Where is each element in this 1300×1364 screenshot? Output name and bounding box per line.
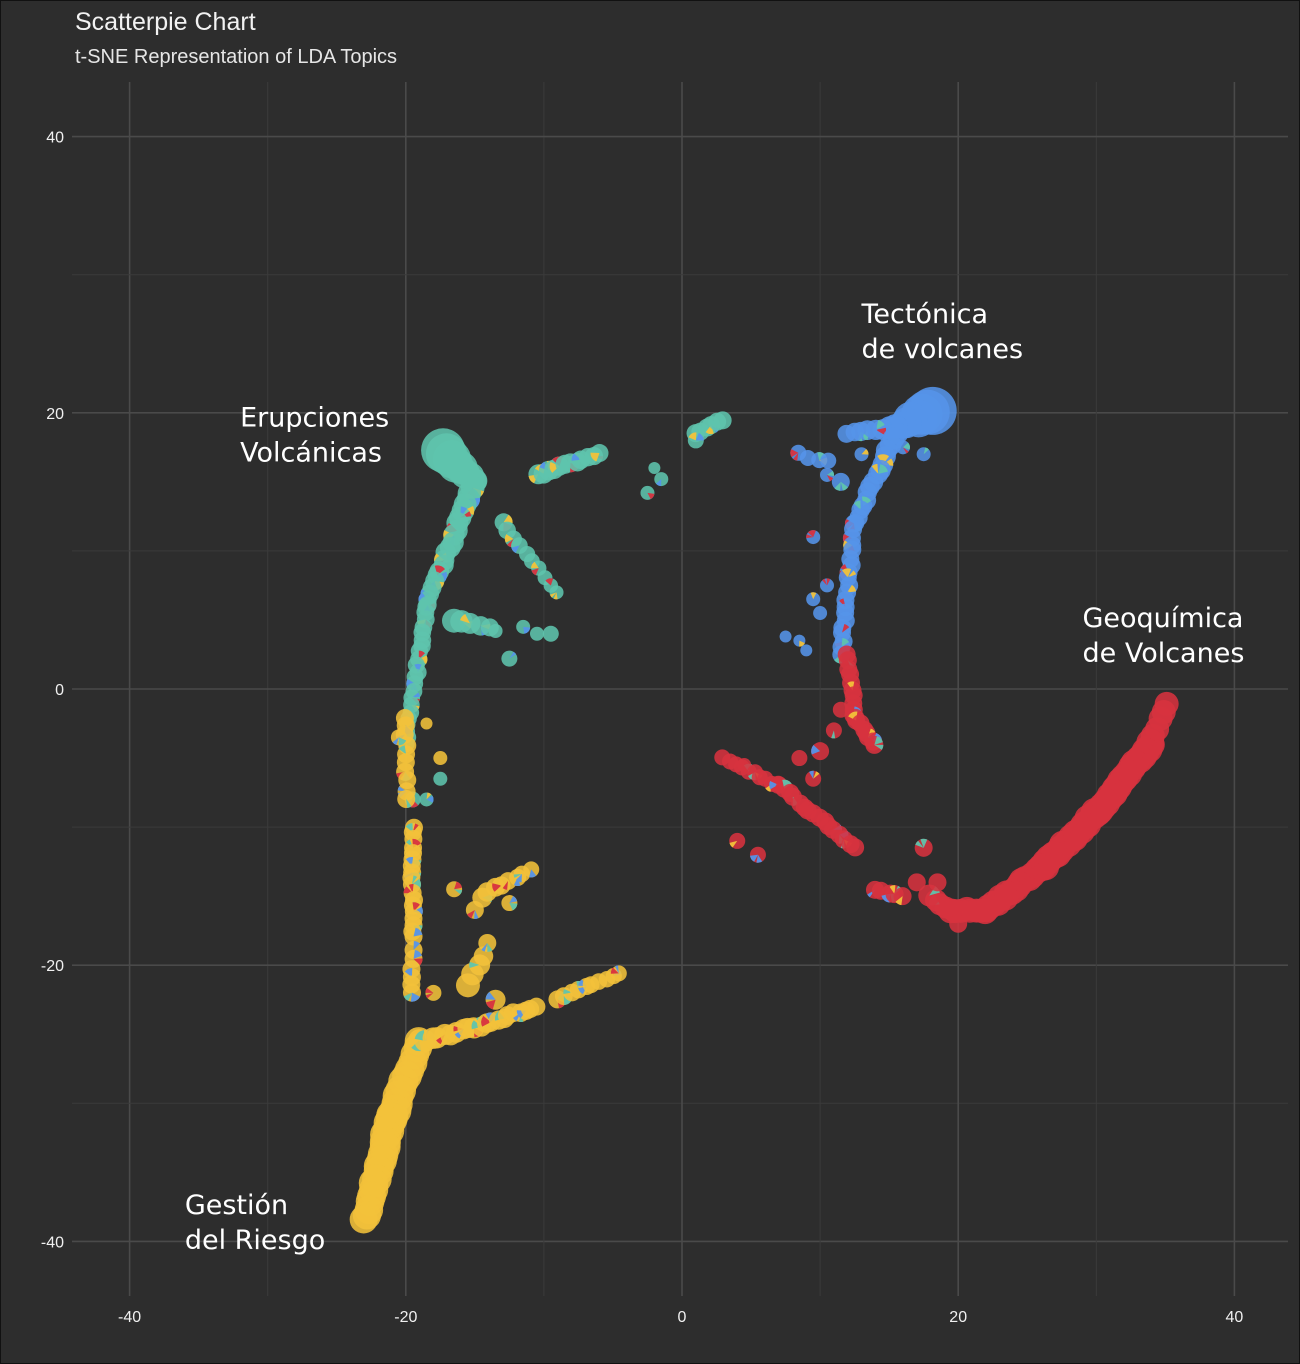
scatterpie-point [914,838,933,857]
grid-lines [72,82,1288,1296]
scatterpie-point [831,472,850,491]
scatterpie-point [465,900,484,919]
scatterpie-point [516,619,531,634]
scatterpie-point [404,927,423,946]
scatterpie-point [590,444,609,463]
cluster-annotation: Tectónica de volcanes [861,299,1024,365]
y-tick-label: 20 [46,406,64,423]
scatterpie-point [811,742,830,761]
x-tick-label: 20 [949,1309,967,1326]
x-tick-label: 40 [1226,1309,1244,1326]
scatterpie-point [529,626,544,641]
cluster-annotation: Gestión del Riesgo [185,1190,325,1256]
scatterpie-point [791,750,808,767]
cluster-annotation: Erupciones Volcánicas [240,403,389,469]
scatterpie-point [713,411,732,430]
scatterpie-point [402,983,421,1002]
x-tick-label: -20 [394,1309,417,1326]
scatterpie-point [446,881,463,898]
y-tick-label: 40 [46,130,64,147]
scatterpie-point [865,735,884,754]
scatterpie-point [813,606,828,621]
axis-tick-labels: -40 -20 0 20 40 -40 -20 0 20 40 [41,130,1244,1326]
chart-title: Scatterpie Chart [75,8,256,36]
scatterpie-point [648,462,661,475]
scatterpie-point [820,467,835,482]
x-tick-label: 0 [678,1309,687,1326]
scatterpie-point [501,895,518,912]
scatterpie-point [749,846,766,863]
scatterpie-point [433,751,448,766]
scatterpie-point [928,873,947,892]
scatterpie-point [820,578,835,593]
scatterpie-point [832,701,849,718]
scatterpie-point [654,472,669,487]
scatterpie-point [485,989,506,1010]
scatterpie-point [397,790,416,809]
scatterpie-point [390,729,407,746]
scatterpie-point [949,914,968,933]
y-tick-label: 0 [55,682,64,699]
chart-subtitle: t-SNE Representation of LDA Topics [75,46,398,68]
scatterpie-point [549,585,564,600]
cluster-annotation: Geoquímica de Volcanes [1082,603,1244,669]
scatterpie-point [433,771,448,786]
scatterpie-point [916,447,931,462]
scatterpie-point [420,717,433,730]
scatterpie-point [478,933,497,952]
scatterpie-point [895,440,910,455]
cluster-annotations: Erupciones Volcánicas Tectónica de volcanes… [185,299,1245,1256]
scatterpie-point [542,625,559,642]
scatterpie-point [907,873,926,892]
scatterpie-point [793,634,806,647]
scatterpie-point [800,644,813,657]
scatterpie-point [825,722,842,739]
scatterpie-point [779,630,792,643]
scatterpie-point [854,447,869,462]
scatterpie-point [527,997,546,1016]
scatterpie-point [425,984,442,1001]
scatterpie-point [893,887,912,906]
scatterpie-point [488,623,503,638]
scatterpie-point [501,650,518,667]
scatterpie-point [806,592,821,607]
scatterpie-point [687,432,704,449]
x-tick-label: -40 [118,1309,141,1326]
scatterpie-points [349,386,1179,1234]
scatterpie-point [820,452,837,469]
y-tick-label: -40 [41,1234,64,1251]
scatterpie-point [806,530,821,545]
scatterpie-point [737,757,752,772]
scatterpie-point [349,1205,378,1234]
scatterpie-point [640,485,655,500]
scatterpie-point [729,832,746,849]
scatterpie-point [846,838,865,857]
y-tick-label: -20 [41,958,64,975]
scatterpie-point [837,424,856,443]
scatterpie-point [805,770,822,787]
scatterpie-point [523,861,540,878]
scatterpie-point [419,792,434,807]
scatterpie-point [610,965,627,982]
